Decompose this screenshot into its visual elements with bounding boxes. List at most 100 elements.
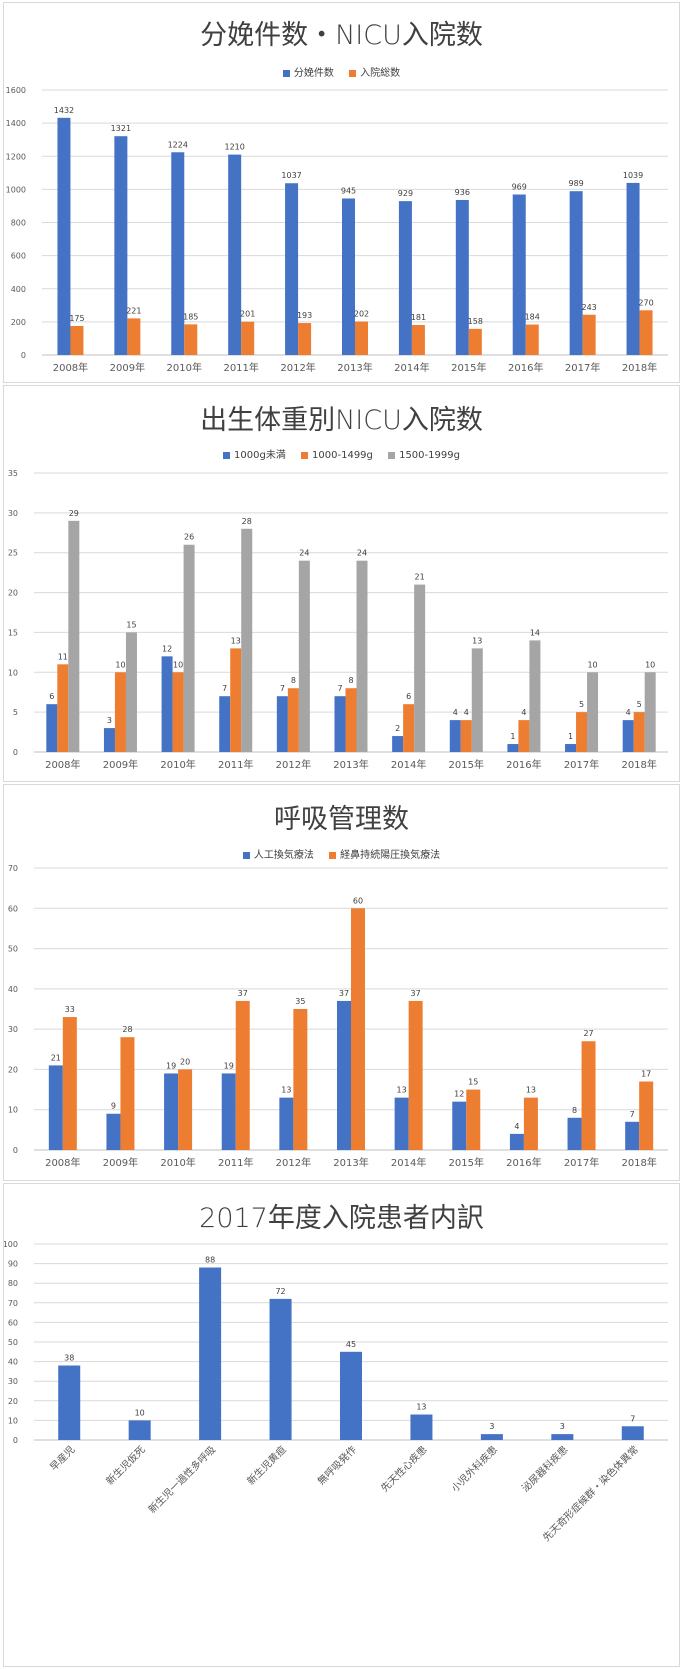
bar bbox=[351, 908, 365, 1150]
legend-label: 人工換気療法 bbox=[253, 850, 314, 861]
data-label: 38 bbox=[64, 1354, 74, 1363]
bar bbox=[103, 728, 115, 752]
bar bbox=[62, 1017, 77, 1150]
data-label: 60 bbox=[353, 896, 363, 905]
x-tick-label: 2018年 bbox=[621, 758, 656, 771]
data-label: 29 bbox=[69, 509, 79, 518]
data-label: 37 bbox=[339, 989, 349, 998]
data-label: 1321 bbox=[111, 124, 131, 133]
x-tick-label: 2018年 bbox=[622, 361, 657, 374]
x-tick-label: 先天性心疾患 bbox=[378, 1443, 430, 1495]
bar bbox=[403, 704, 415, 752]
data-label: 3 bbox=[107, 716, 112, 725]
legend-label: 分娩件数 bbox=[293, 68, 334, 79]
data-label: 7 bbox=[630, 1414, 635, 1423]
x-tick-label: 2012年 bbox=[280, 361, 315, 374]
data-label: 989 bbox=[568, 179, 583, 188]
data-label: 8 bbox=[348, 676, 353, 685]
y-tick-label: 1000 bbox=[6, 185, 26, 194]
bar bbox=[164, 1073, 179, 1150]
bar bbox=[172, 672, 184, 752]
bar bbox=[622, 720, 634, 752]
bar bbox=[106, 1113, 121, 1150]
bar bbox=[355, 321, 368, 355]
chart-panel-deliveries: 分娩件数・NICU入院数 分娩件数 入院総数 0 200 400 600 800 1000… bbox=[3, 2, 680, 383]
chart-plot-area: 05101520253035611292008年310152009年121026… bbox=[8, 469, 668, 771]
legend-swatch bbox=[242, 851, 250, 859]
bar bbox=[356, 560, 368, 752]
data-label: 184 bbox=[525, 313, 540, 322]
bar bbox=[408, 1000, 423, 1150]
bar bbox=[392, 736, 404, 752]
data-label: 33 bbox=[65, 1005, 75, 1014]
bar bbox=[569, 191, 583, 355]
data-label: 19 bbox=[224, 1061, 234, 1070]
data-label: 5 bbox=[637, 700, 642, 709]
data-label: 37 bbox=[411, 989, 421, 998]
x-tick-label: 小児外科疾患 bbox=[448, 1443, 500, 1495]
bar bbox=[276, 696, 288, 752]
data-label: 13 bbox=[281, 1086, 291, 1095]
y-tick-label: 0 bbox=[13, 1146, 18, 1155]
x-tick-label: 2015年 bbox=[449, 1156, 484, 1169]
y-tick-label: 0 bbox=[21, 351, 26, 360]
data-label: 12 bbox=[162, 644, 172, 653]
legend-label: 1000g未満 bbox=[234, 450, 286, 461]
bar bbox=[287, 688, 299, 752]
bar bbox=[184, 324, 198, 355]
data-label: 158 bbox=[468, 317, 483, 326]
bar bbox=[70, 326, 84, 355]
data-label: 24 bbox=[357, 549, 367, 558]
data-label: 175 bbox=[69, 314, 84, 323]
bar bbox=[161, 656, 173, 752]
data-label: 10 bbox=[645, 660, 655, 669]
x-tick-label: 2010年 bbox=[160, 758, 195, 771]
y-tick-label: 100 bbox=[4, 1240, 18, 1249]
bar bbox=[468, 328, 482, 355]
data-label: 88 bbox=[205, 1256, 215, 1265]
y-tick-label: 400 bbox=[11, 285, 26, 294]
bar bbox=[551, 1434, 574, 1440]
data-label: 185 bbox=[183, 312, 198, 321]
bar bbox=[529, 640, 541, 752]
data-label: 1037 bbox=[281, 171, 301, 180]
data-label: 7 bbox=[337, 684, 342, 693]
data-label: 14 bbox=[530, 628, 540, 637]
chart-panel-respiratory: 呼吸管理数 人工換気療法 経鼻持続陽圧換気療法 0 10 20 30 40 50 60 70 2… bbox=[3, 784, 680, 1181]
x-tick-label: 無呼吸発作 bbox=[315, 1443, 360, 1488]
data-label: 969 bbox=[512, 183, 527, 192]
data-label: 4 bbox=[453, 708, 458, 717]
data-label: 10 bbox=[587, 660, 597, 669]
y-tick-label: 20 bbox=[8, 589, 18, 598]
bar bbox=[293, 1009, 308, 1150]
legend-item: 1500-1999g bbox=[388, 450, 460, 461]
y-tick-label: 10 bbox=[8, 1416, 18, 1425]
y-tick-label: 60 bbox=[8, 1318, 18, 1327]
data-label: 1210 bbox=[225, 143, 245, 152]
data-label: 13 bbox=[526, 1086, 536, 1095]
bar bbox=[644, 672, 656, 752]
data-label: 4 bbox=[626, 708, 631, 717]
x-tick-label: 2008年 bbox=[45, 1156, 80, 1169]
bar bbox=[221, 1073, 236, 1150]
bar bbox=[68, 520, 80, 752]
data-label: 7 bbox=[280, 684, 285, 693]
bar bbox=[509, 1133, 524, 1150]
x-tick-label: 2018年 bbox=[621, 1156, 656, 1169]
bar bbox=[334, 696, 346, 752]
chart-plot-area: 0 10 20 30 40 50 60 70 80 90 100 38 早産児 10 新生児仮死 88 新生児一… bbox=[4, 1240, 668, 1544]
data-label: 8 bbox=[572, 1106, 577, 1115]
chart-title: 出生体重別NICU入院数 bbox=[200, 405, 483, 436]
bar bbox=[114, 672, 126, 752]
data-label: 243 bbox=[581, 303, 596, 312]
data-label: 201 bbox=[240, 310, 255, 319]
bar bbox=[639, 1081, 654, 1150]
x-tick-label: 2010年 bbox=[167, 361, 202, 374]
chart-legend: 分娩件数 入院総数 bbox=[4, 64, 679, 79]
x-tick-label: 2017年 bbox=[565, 361, 600, 374]
data-label: 1432 bbox=[54, 106, 74, 115]
chart-panel-birthweight: 出生体重別NICU入院数 1000g未満 1000-1499g 1500-199… bbox=[3, 385, 680, 782]
bar bbox=[398, 201, 412, 355]
y-tick-label: 90 bbox=[8, 1260, 18, 1269]
y-tick-label: 15 bbox=[8, 628, 18, 637]
